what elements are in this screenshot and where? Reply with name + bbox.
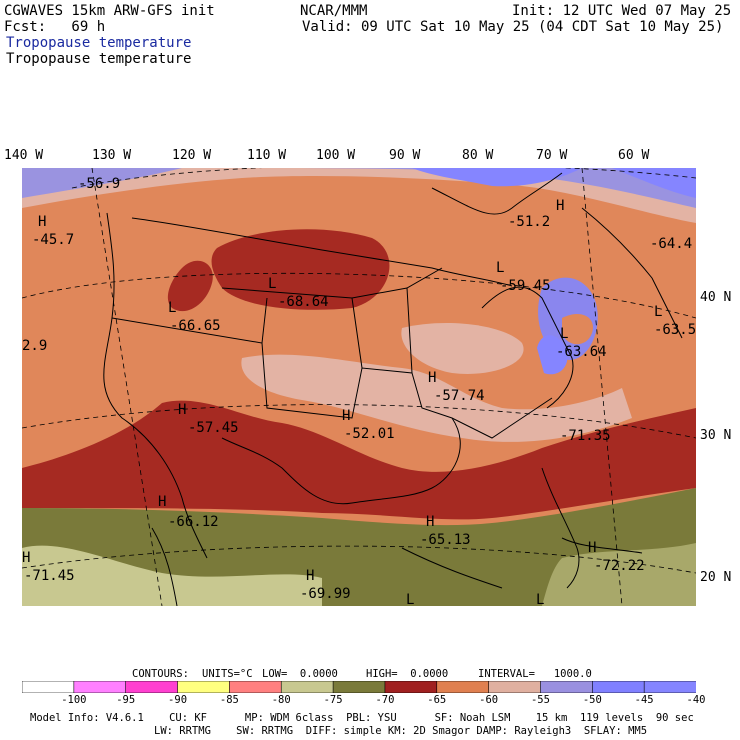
init-time: Init: 12 UTC Wed 07 May 25	[512, 3, 732, 19]
lon-label: 100 W	[316, 148, 356, 163]
forecast-hour: Fcst: 69 h	[4, 19, 106, 35]
map-label: H	[426, 514, 434, 530]
colorbar-tick-label: -45	[634, 694, 654, 706]
field-name-shaded: Tropopause temperature	[6, 35, 192, 51]
map-label: H	[428, 370, 436, 386]
map-label: -66.65	[170, 318, 221, 334]
contours-interval: INTERVAL= 1000.0	[478, 668, 592, 680]
colorbar-swatch	[177, 681, 231, 693]
lat-label: 30 N	[700, 428, 732, 443]
map-label: -63.64	[556, 344, 607, 360]
colorbar-tick-label: -100	[61, 694, 87, 706]
colorbar-swatch	[280, 681, 334, 693]
map-label: -72.22	[594, 558, 645, 574]
map-label: -65.13	[420, 532, 471, 548]
map-label: -63.5	[654, 322, 696, 338]
valid-time: Valid: 09 UTC Sat 10 May 25 (04 CDT Sat …	[302, 19, 724, 35]
colorbar-swatch	[592, 681, 645, 693]
colorbar-swatch	[384, 681, 438, 693]
colorbar-tick-label: -65	[427, 694, 447, 706]
colorbar-tick-label: -60	[479, 694, 499, 706]
colorbar-swatch	[125, 681, 179, 693]
colorbar-tick-label: -90	[168, 694, 188, 706]
map-label: H	[38, 214, 46, 230]
map-label: L	[560, 326, 568, 342]
lon-label: 110 W	[247, 148, 287, 163]
map-label: H	[588, 540, 596, 556]
tropopause-temperature-map: -56.9 H -45.7 L -68.64 L -66.65 2.9 H -5…	[22, 168, 696, 606]
map-label: -66.12	[168, 514, 219, 530]
map-label: H	[158, 494, 166, 510]
colorbar-swatch	[22, 681, 75, 693]
map-label: H	[22, 550, 30, 566]
map-label: H	[556, 198, 564, 214]
map-label: -51.2	[508, 214, 550, 230]
colorbar-tick-label: -80	[271, 694, 291, 706]
map-label: L	[654, 304, 662, 320]
map-label: -68.64	[278, 294, 329, 310]
colorbar-tick-label: -85	[219, 694, 239, 706]
lon-label: 120 W	[172, 148, 212, 163]
lon-label: 130 W	[92, 148, 132, 163]
map-label: 2.9	[22, 338, 47, 354]
map-label: -59.45	[500, 278, 551, 294]
map-label: L	[406, 592, 414, 606]
colorbar-swatch	[73, 681, 127, 693]
colorbar-swatch	[488, 681, 542, 693]
lon-label: 70 W	[536, 148, 568, 163]
colorbar-swatch	[540, 681, 594, 693]
map-label: L	[536, 592, 544, 606]
map-label: -71.45	[24, 568, 75, 584]
lon-label: 90 W	[389, 148, 421, 163]
map-label: -45.7	[32, 232, 74, 248]
map-label: H	[178, 402, 186, 418]
map-label: -56.9	[78, 176, 120, 192]
contours-high: HIGH= 0.0000	[366, 668, 449, 680]
lon-label: 80 W	[462, 148, 494, 163]
map-label: -57.45	[188, 420, 239, 436]
colorbar-swatch	[229, 681, 283, 693]
colorbar-tick-label: -95	[116, 694, 136, 706]
map-label: -71.35	[560, 428, 611, 444]
physics-info: LW: RRTMG SW: RRTMG DIFF: simple KM: 2D …	[154, 725, 648, 737]
lat-label: 40 N	[700, 290, 732, 305]
lon-label: 60 W	[618, 148, 650, 163]
map-label: H	[306, 568, 314, 584]
model-info: Model Info: V4.6.1 CU: KF MP: WDM 6class…	[30, 712, 694, 724]
colorbar-swatch	[643, 681, 696, 693]
contours-low: LOW= 0.0000	[262, 668, 338, 680]
org-label: NCAR/MMM	[300, 3, 368, 19]
contours-label: CONTOURS:	[132, 668, 189, 680]
colorbar-tick-label: -75	[323, 694, 343, 706]
colorbar-tick-label: -50	[582, 694, 602, 706]
map-label: L	[268, 276, 276, 292]
lat-label: 20 N	[700, 570, 732, 585]
colorbar-tick-label: -40	[686, 694, 706, 706]
map-label: -69.99	[300, 586, 351, 602]
contours-units: UNITS=°C	[202, 668, 253, 680]
map-label: -52.01	[344, 426, 395, 442]
map-label: H	[342, 408, 350, 424]
field-name: Tropopause temperature	[6, 51, 192, 67]
colorbar-swatch	[332, 681, 386, 693]
colorbar	[22, 681, 696, 693]
map-label: -64.4	[650, 236, 692, 252]
map-label: -57.74	[434, 388, 485, 404]
colorbar-tick-label: -55	[530, 694, 550, 706]
lon-label: 140 W	[4, 148, 44, 163]
colorbar-tick-label: -70	[375, 694, 395, 706]
model-title: CGWAVES 15km ARW-GFS init	[4, 3, 215, 19]
colorbar-swatch	[436, 681, 490, 693]
map-label: L	[496, 260, 504, 276]
map-label: L	[168, 300, 176, 316]
